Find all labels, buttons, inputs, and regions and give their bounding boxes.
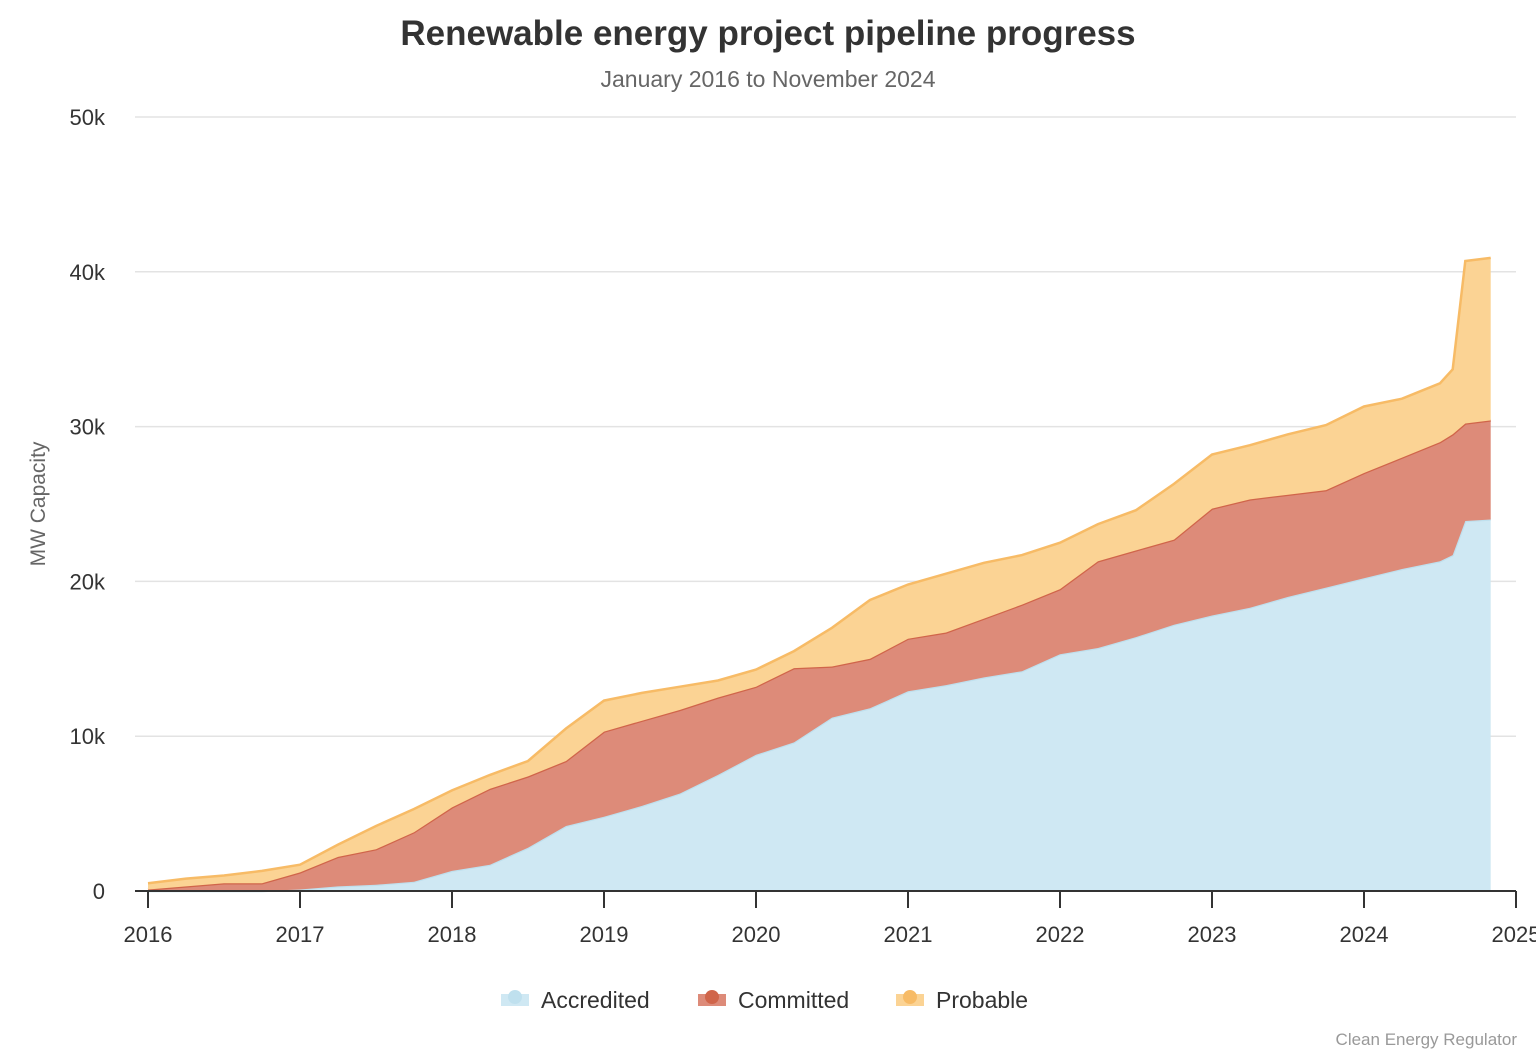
x-tick-label: 2020 <box>732 922 781 947</box>
chart-subtitle: January 2016 to November 2024 <box>600 66 936 92</box>
source-credit: Clean Energy Regulator <box>1335 1030 1517 1049</box>
legend-marker <box>705 990 719 1004</box>
x-tick-label: 2025 <box>1492 922 1536 947</box>
legend-marker <box>903 990 917 1004</box>
x-tick-label: 2021 <box>884 922 933 947</box>
legend-item-probable[interactable]: Probable <box>896 987 1028 1013</box>
y-tick-label: 20k <box>70 569 106 594</box>
x-tick-label: 2024 <box>1340 922 1389 947</box>
y-tick-label: 40k <box>70 260 106 285</box>
y-tick-label: 0 <box>93 879 105 904</box>
x-tick-label: 2019 <box>580 922 629 947</box>
y-axis-label: MW Capacity <box>27 441 50 566</box>
x-tick-label: 2018 <box>428 922 477 947</box>
y-tick-label: 50k <box>70 105 106 130</box>
area-accredited <box>148 519 1491 891</box>
line-probable <box>147 256 1491 885</box>
legend-marker <box>508 990 522 1004</box>
legend-label: Probable <box>936 987 1028 1013</box>
y-tick-label: 10k <box>70 724 106 749</box>
x-tick-label: 2017 <box>276 922 325 947</box>
x-tick-label: 2016 <box>124 922 173 947</box>
x-tick-label: 2022 <box>1036 922 1085 947</box>
x-tick-label: 2023 <box>1188 922 1237 947</box>
legend-item-committed[interactable]: Committed <box>698 987 849 1013</box>
legend-label: Accredited <box>541 987 650 1013</box>
legend-label: Committed <box>738 987 849 1013</box>
legend-item-accredited[interactable]: Accredited <box>501 987 650 1013</box>
chart-title: Renewable energy project pipeline progre… <box>400 14 1136 53</box>
y-tick-label: 30k <box>70 415 106 440</box>
